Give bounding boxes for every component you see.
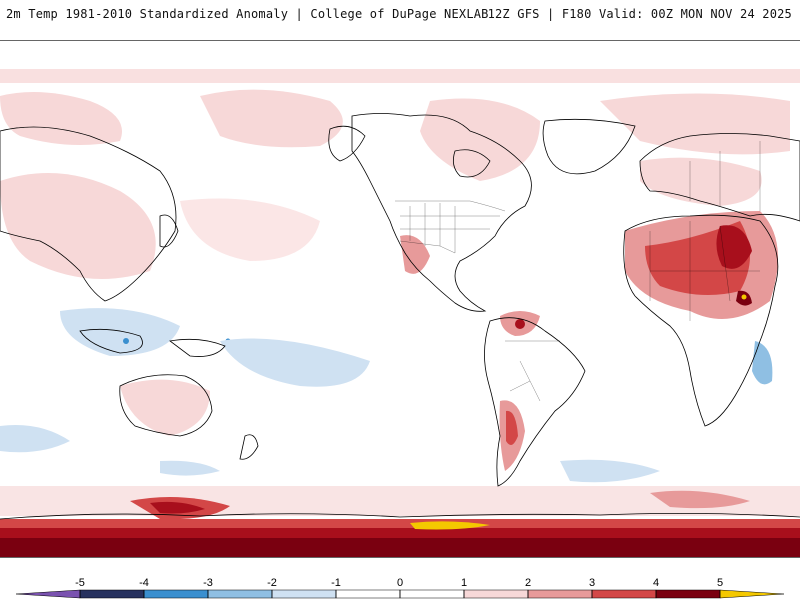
tick-label-p2: 2 — [525, 577, 531, 589]
pacific-warm-patch — [180, 198, 320, 261]
argentina-warm-core — [506, 410, 518, 445]
antarctic-overflow-patch — [410, 521, 490, 530]
colorbar-seg-m2-m1 — [271, 589, 337, 599]
anomaly-shading — [0, 69, 800, 557]
eurasia-coast — [639, 133, 800, 222]
us-southwest-warm — [400, 235, 430, 274]
greenland-coast — [542, 118, 636, 175]
indonesia-coast — [79, 328, 143, 354]
alaska-coast — [328, 125, 366, 162]
tick-label-m3: -3 — [203, 577, 213, 589]
africa-coast — [623, 214, 779, 427]
colorbar-overflow — [719, 589, 785, 599]
arctic-warm-patch-pacific — [200, 89, 343, 148]
antarctica-coast — [0, 513, 800, 520]
japan-coast — [159, 214, 179, 248]
tick-label-m1: -1 — [331, 577, 341, 589]
us-state-grid-1 — [409, 203, 456, 253]
asia-west-coast — [0, 126, 177, 302]
colorbar-seg-p4-p5 — [655, 589, 721, 599]
venezuela-hot-spot — [515, 319, 525, 329]
colorbar-tick-marks — [79, 590, 721, 598]
maritime-cool-spot-1 — [123, 338, 129, 344]
map-frame — [0, 40, 800, 558]
africa-borders — [649, 221, 760, 321]
europe-warm-patch — [640, 157, 762, 206]
colorbar-seg-0-p1 — [399, 589, 465, 599]
anomaly-colorbar: -5 -4 -3 -2 -1 0 1 2 3 4 5 — [0, 560, 800, 600]
eurasia-borders — [689, 141, 761, 211]
southern-ocean-cool-3 — [160, 460, 220, 476]
new-guinea-coast — [169, 338, 226, 357]
ross-sea-hot — [150, 501, 205, 514]
colorbar-seg-p2-p3 — [527, 589, 593, 599]
south-america-coast — [484, 317, 586, 487]
map-header: 2m Temp 1981-2010 Standardized Anomaly |… — [0, 0, 800, 30]
arctic-warm-band — [0, 69, 800, 83]
antarctic-extreme-band — [0, 538, 800, 557]
asia-warm-patch — [0, 173, 156, 279]
us-state-grid-2 — [400, 215, 500, 230]
arctic-warm-patch-west — [0, 92, 122, 145]
coastlines — [0, 113, 800, 520]
colorbar-seg-m3-m2 — [207, 589, 273, 599]
central-pacific-cool — [220, 338, 370, 387]
canada-warm-patch — [420, 98, 540, 181]
australia-warm-patch — [120, 379, 210, 436]
africa-core-hot — [716, 225, 752, 269]
colorbar-seg-m4-m3 — [143, 589, 209, 599]
tick-label-m2: -2 — [267, 577, 277, 589]
australia-coast — [119, 374, 213, 437]
africa-south-cool — [752, 341, 773, 385]
us-canada-border — [395, 200, 506, 212]
world-anomaly-map — [0, 69, 800, 557]
north-america-coast — [351, 113, 532, 312]
maritime-cool-patch — [60, 308, 180, 356]
hudson-bay-coast — [452, 149, 491, 178]
southern-ocean-cool-2 — [560, 459, 660, 483]
kenya-extreme-spot — [741, 294, 747, 300]
tick-label-p5: 5 — [717, 577, 723, 589]
colorbar-svg: -5 -4 -3 -2 -1 0 1 2 3 4 5 — [15, 577, 785, 599]
south-america-borders — [505, 340, 560, 402]
colorbar-seg-p1-p2 — [463, 589, 529, 599]
product-title: 2m Temp 1981-2010 Standardized Anomaly |… — [6, 7, 489, 21]
colorbar-seg-m1-0 — [335, 589, 401, 599]
new-zealand-coast — [239, 434, 259, 460]
tick-label-0: 0 — [397, 577, 403, 589]
tick-label-m4: -4 — [139, 577, 149, 589]
colorbar-underflow — [15, 589, 81, 599]
colorbar-seg-m5-m4 — [79, 589, 145, 599]
tick-label-p3: 3 — [589, 577, 595, 589]
antarctic-hot-band — [0, 528, 800, 541]
eurasia-warm-patch — [600, 93, 790, 155]
colorbar-seg-p3-p4 — [591, 589, 657, 599]
southern-ocean-cool-1 — [0, 425, 70, 453]
tick-label-p4: 4 — [653, 577, 659, 589]
weddell-warm — [650, 490, 750, 509]
model-run-title: 12Z GFS | F180 Valid: 00Z MON NOV 24 202… — [487, 7, 792, 21]
tick-label-m5: -5 — [75, 577, 85, 589]
tick-label-p1: 1 — [461, 577, 467, 589]
borders — [395, 141, 761, 402]
